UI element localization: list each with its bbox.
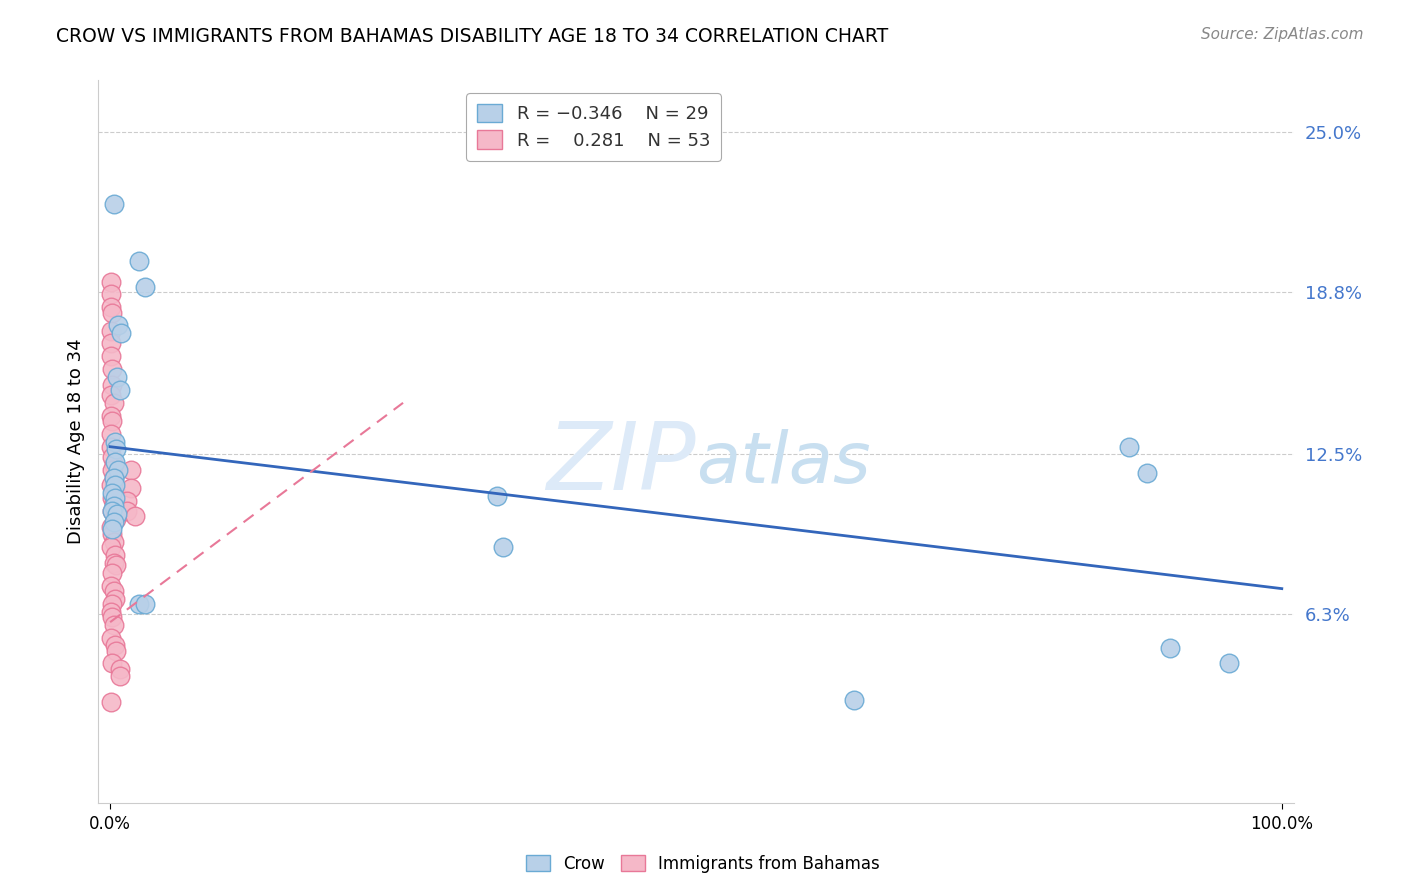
Point	[101, 504, 124, 518]
Point	[100, 350, 122, 364]
Point	[128, 254, 150, 268]
Point	[105, 512, 128, 526]
Point	[103, 197, 125, 211]
Point	[105, 507, 128, 521]
Point	[107, 318, 129, 333]
Point	[101, 362, 124, 376]
Point	[101, 566, 124, 581]
Point	[105, 442, 128, 457]
Point	[100, 275, 122, 289]
Y-axis label: Disability Age 18 to 34: Disability Age 18 to 34	[66, 339, 84, 544]
Point	[103, 471, 125, 485]
Point	[100, 579, 122, 593]
Point	[100, 541, 122, 555]
Point	[101, 657, 124, 671]
Point	[134, 597, 156, 611]
Point	[105, 558, 128, 573]
Point	[100, 695, 122, 709]
Point	[104, 483, 127, 498]
Point	[100, 631, 122, 645]
Point	[844, 692, 866, 706]
Point	[100, 336, 122, 351]
Point	[101, 504, 124, 518]
Point	[100, 478, 122, 492]
Point	[101, 414, 124, 428]
Point	[103, 471, 125, 485]
Point	[104, 478, 127, 492]
Point	[108, 662, 131, 676]
Point	[104, 639, 127, 653]
Point	[120, 463, 142, 477]
Point	[120, 481, 142, 495]
Point	[100, 301, 122, 315]
Point	[105, 643, 128, 657]
Point	[101, 527, 124, 541]
Point	[101, 491, 124, 506]
Point	[128, 597, 150, 611]
Point	[101, 463, 124, 477]
Point	[1136, 466, 1159, 480]
Point	[492, 541, 515, 555]
Point	[107, 463, 129, 477]
Point	[104, 455, 127, 469]
Point	[103, 458, 125, 472]
Point	[124, 509, 146, 524]
Point	[101, 305, 124, 319]
Point	[108, 383, 131, 397]
Point	[103, 499, 125, 513]
Point	[104, 434, 127, 449]
Point	[101, 597, 124, 611]
Point	[1218, 657, 1240, 671]
Point	[100, 426, 122, 441]
Point	[101, 522, 124, 536]
Point	[115, 494, 138, 508]
Legend: Crow, Immigrants from Bahamas: Crow, Immigrants from Bahamas	[520, 848, 886, 880]
Point	[101, 486, 124, 500]
Point	[104, 509, 127, 524]
Point	[110, 326, 132, 341]
Point	[105, 370, 128, 384]
Point	[103, 617, 125, 632]
Point	[100, 440, 122, 454]
Point	[100, 324, 122, 338]
Point	[100, 519, 122, 533]
Point	[103, 535, 125, 549]
Legend: R = −0.346    N = 29, R =    0.281    N = 53: R = −0.346 N = 29, R = 0.281 N = 53	[465, 93, 721, 161]
Point	[115, 504, 138, 518]
Point	[485, 489, 508, 503]
Point	[1118, 440, 1140, 454]
Point	[100, 409, 122, 423]
Text: ZIP: ZIP	[547, 417, 696, 508]
Point	[103, 584, 125, 599]
Point	[100, 388, 122, 402]
Point	[1160, 640, 1182, 655]
Point	[104, 591, 127, 606]
Point	[103, 496, 125, 510]
Point	[104, 491, 127, 506]
Point	[134, 279, 156, 293]
Point	[100, 287, 122, 301]
Text: Source: ZipAtlas.com: Source: ZipAtlas.com	[1201, 27, 1364, 42]
Point	[103, 515, 125, 529]
Point	[100, 605, 122, 619]
Point	[101, 450, 124, 464]
Point	[104, 548, 127, 562]
Point	[101, 377, 124, 392]
Point	[103, 396, 125, 410]
Point	[103, 556, 125, 570]
Point	[101, 610, 124, 624]
Point	[108, 669, 131, 683]
Text: atlas: atlas	[696, 429, 870, 498]
Text: CROW VS IMMIGRANTS FROM BAHAMAS DISABILITY AGE 18 TO 34 CORRELATION CHART: CROW VS IMMIGRANTS FROM BAHAMAS DISABILI…	[56, 27, 889, 45]
